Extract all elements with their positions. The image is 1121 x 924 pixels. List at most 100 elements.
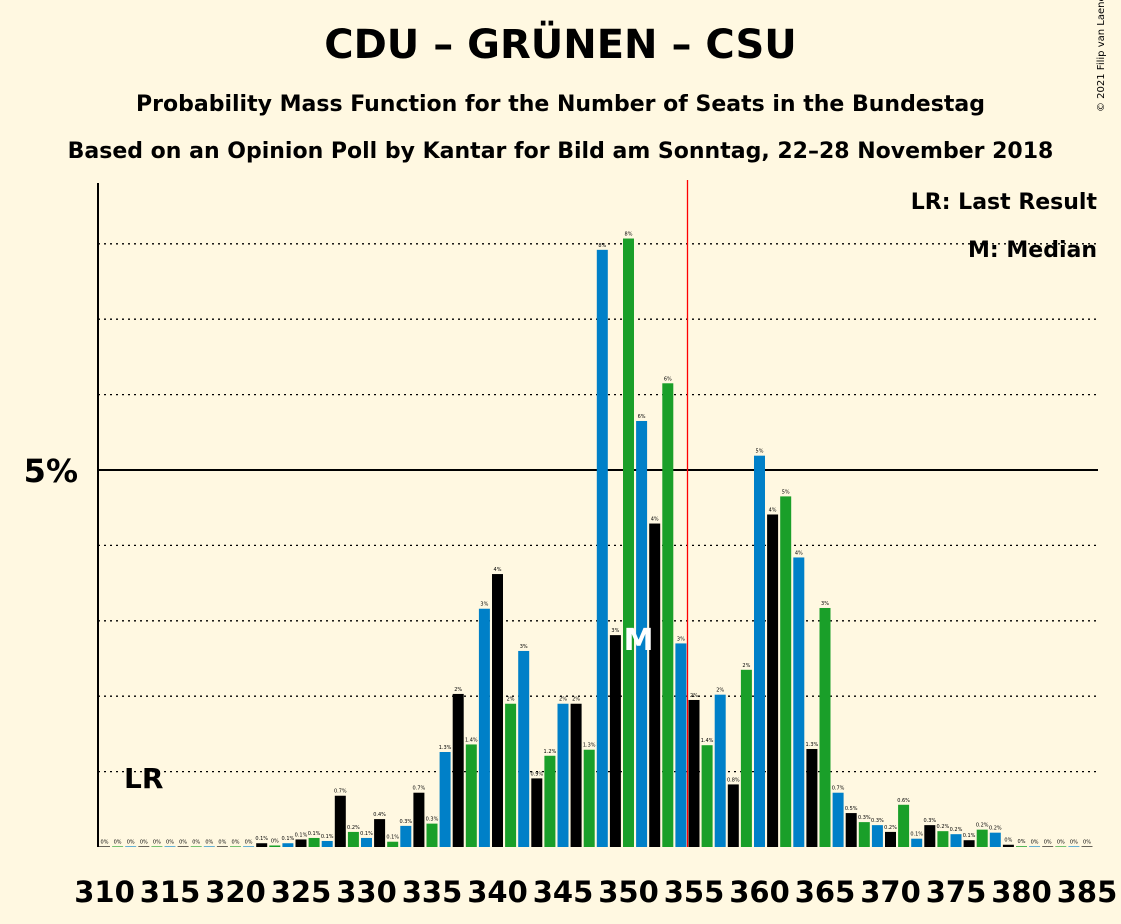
- bar-349: [609, 635, 621, 847]
- bar-group: [99, 238, 1093, 848]
- bar-label-321: 0%: [245, 839, 253, 845]
- bar-label-323: 0%: [271, 838, 279, 844]
- bar-315: [164, 846, 176, 847]
- bar-label-351: 6%: [638, 414, 646, 420]
- x-tick-375: 375: [926, 875, 987, 909]
- bar-357: [714, 694, 726, 847]
- bar-label-381: 0%: [1031, 839, 1039, 845]
- bar-318: [203, 846, 215, 847]
- bar-365: [819, 607, 831, 847]
- bar-371: [898, 804, 910, 847]
- bar-367: [845, 813, 857, 847]
- bar-381: [1029, 846, 1041, 847]
- bar-label-325: 0.1%: [295, 832, 308, 838]
- bar-label-370: 0.2%: [884, 825, 897, 831]
- bar-label-379: 0%: [1004, 838, 1012, 844]
- bar-label-313: 0%: [140, 839, 148, 845]
- x-tick-365: 365: [795, 875, 856, 909]
- bar-372: [911, 838, 923, 847]
- bar-label-371: 0.6%: [897, 798, 910, 804]
- bar-360: [754, 455, 765, 847]
- bar-343: [531, 778, 543, 847]
- bar-363: [793, 557, 805, 847]
- chart-title: CDU – GRÜNEN – CSU: [324, 22, 797, 68]
- bar-370: [885, 831, 896, 847]
- x-tick-320: 320: [205, 875, 266, 909]
- bar-label-373: 0.3%: [923, 818, 936, 824]
- bar-337: [452, 693, 464, 847]
- bar-350: [623, 238, 634, 848]
- bar-310: [99, 846, 110, 847]
- bar-label-346: 2%: [572, 697, 580, 703]
- bar-348: [596, 249, 608, 847]
- x-tick-335: 335: [402, 875, 463, 909]
- x-tick-labels: 310 315 320 325 330 335 340 345 350 355 360 365 370 3…: [74, 875, 1117, 909]
- bar-label-343: 0.9%: [530, 771, 543, 777]
- bar-label-378: 0.2%: [989, 826, 1002, 832]
- bar-label-363: 4%: [795, 550, 803, 556]
- bar-369: [871, 825, 883, 847]
- bar-347: [583, 749, 595, 847]
- bar-382: [1042, 846, 1054, 847]
- bar-label-345: 2%: [559, 697, 567, 703]
- bar-380: [1016, 846, 1027, 847]
- bar-label-364: 1.3%: [806, 742, 819, 748]
- bar-338: [465, 744, 477, 847]
- bar-label-368: 0.3%: [858, 815, 871, 821]
- bar-label-329: 0.2%: [347, 825, 360, 831]
- bar-label-320: 0%: [232, 839, 240, 845]
- bar-346: [570, 703, 582, 847]
- bar-label-377: 0.2%: [976, 823, 989, 829]
- bar-label-352: 4%: [651, 517, 659, 523]
- x-tick-325: 325: [271, 875, 332, 909]
- bar-375: [950, 834, 962, 847]
- bar-344: [544, 755, 556, 847]
- bar-319: [216, 846, 228, 847]
- bar-329: [347, 831, 359, 847]
- bar-335: [426, 823, 438, 847]
- bar-label-365: 3%: [821, 601, 829, 607]
- bar-label-382: 0%: [1044, 839, 1052, 845]
- bar-label-361: 4%: [769, 507, 777, 513]
- bar-label-340: 4%: [494, 567, 502, 573]
- bar-328: [334, 795, 346, 847]
- bar-label-354: 3%: [677, 636, 685, 642]
- bar-313: [138, 846, 150, 847]
- bar-351: [636, 420, 648, 847]
- bar-label-357: 2%: [716, 688, 724, 694]
- x-tick-370: 370: [860, 875, 921, 909]
- bar-334: [413, 792, 425, 847]
- bar-385: [1081, 846, 1093, 847]
- bar-label-338: 1.4%: [465, 737, 478, 743]
- bar-label-342: 3%: [520, 644, 528, 650]
- x-tick-330: 330: [336, 875, 397, 909]
- bar-label-349: 3%: [611, 628, 619, 634]
- bar-342: [518, 650, 530, 847]
- bar-label-376: 0.1%: [963, 833, 976, 839]
- bar-label-314: 0%: [153, 839, 161, 845]
- x-tick-340: 340: [467, 875, 528, 909]
- bar-312: [125, 846, 137, 847]
- bar-label-367: 0.5%: [845, 806, 858, 812]
- bar-358: [727, 784, 739, 847]
- bar-359: [740, 669, 752, 847]
- bar-label-322: 0.1%: [255, 836, 268, 842]
- bar-label-318: 0%: [205, 839, 213, 845]
- bar-label-380: 0%: [1018, 839, 1026, 845]
- bar-383: [1055, 846, 1067, 847]
- bar-331: [374, 819, 386, 847]
- bar-323: [269, 845, 281, 847]
- bar-336: [439, 751, 451, 847]
- bar-324: [282, 843, 294, 847]
- bar-340: [492, 574, 503, 847]
- legend-median: M: Median: [968, 238, 1097, 263]
- bar-label-337: 2%: [454, 687, 462, 693]
- x-tick-315: 315: [140, 875, 201, 909]
- bar-label-372: 0.1%: [910, 832, 923, 838]
- bar-384: [1068, 846, 1080, 847]
- bar-label-347: 1.3%: [583, 743, 596, 749]
- bar-373: [924, 825, 936, 847]
- x-tick-360: 360: [729, 875, 790, 909]
- bar-368: [858, 822, 870, 847]
- bar-label-319: 0%: [218, 839, 226, 845]
